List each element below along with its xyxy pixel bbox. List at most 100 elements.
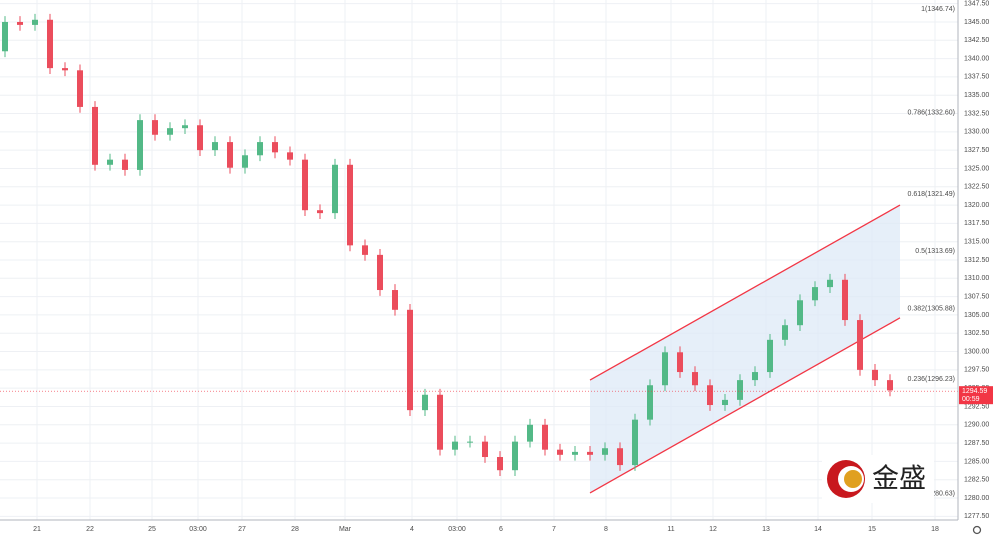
candle-body (572, 451, 578, 455)
candle-body (722, 399, 728, 406)
y-tick-label: 1297.50 (964, 367, 989, 374)
candle-body (647, 385, 653, 420)
candle-body (497, 457, 503, 471)
candle-body (797, 300, 803, 326)
x-tick-label: 27 (238, 526, 246, 533)
candle-body (632, 419, 638, 466)
y-tick-label: 1285.00 (964, 458, 989, 465)
candle-body (662, 352, 668, 386)
y-tick-label: 1325.00 (964, 165, 989, 172)
candle-body (767, 339, 773, 373)
x-tick-label: 11 (667, 526, 674, 533)
x-tick-label: 03:00 (189, 526, 207, 533)
candle-body (257, 142, 263, 156)
candle-body (137, 120, 143, 170)
y-tick-label: 1320.00 (964, 202, 989, 209)
candle-body (872, 369, 878, 381)
candle-body (47, 19, 53, 69)
countdown-label: 00:59 (962, 396, 980, 403)
x-tick-label: 12 (709, 526, 717, 533)
y-tick-label: 1347.50 (964, 1, 989, 8)
y-tick-label: 1305.00 (964, 312, 989, 319)
settings-icon[interactable] (972, 525, 982, 535)
x-tick-label: 13 (762, 526, 770, 533)
candle-body (752, 372, 758, 381)
x-tick-label: 4 (410, 526, 414, 533)
fib-level-label: 0.618(1321.49) (908, 191, 955, 198)
x-tick-label: Mar (339, 526, 352, 533)
candle-body (392, 290, 398, 310)
candle-body (467, 441, 473, 443)
watermark-text: 金盛 (872, 464, 926, 495)
candle-body (377, 254, 383, 291)
y-tick-label: 1342.50 (964, 37, 989, 44)
axes: 1277.50 1280.00 1282.50 1285.00 1287.50 1290.… (33, 1, 993, 533)
candle-body (92, 106, 98, 165)
x-tick-label: 25 (148, 526, 156, 533)
candle-body (437, 394, 443, 450)
y-tick-label: 1327.50 (964, 147, 989, 154)
x-tick-label: 7 (552, 526, 556, 533)
y-tick-label: 1277.50 (964, 513, 989, 520)
candle-body (332, 164, 338, 214)
candle-body (842, 279, 848, 321)
y-tick-label: 1317.50 (964, 220, 989, 227)
x-tick-label: 8 (604, 526, 608, 533)
candle-body (887, 380, 893, 391)
candle-body (77, 70, 83, 107)
y-tick-label: 1292.50 (964, 403, 989, 410)
y-tick-label: 1315.00 (964, 239, 989, 246)
candle-body (827, 279, 833, 288)
candle-body (452, 441, 458, 450)
candle-body (32, 19, 38, 25)
candle-body (542, 424, 548, 450)
candle-body (317, 210, 323, 214)
candle-body (227, 142, 233, 168)
channel-upper (589, 204, 901, 381)
candle-body (602, 448, 608, 455)
y-tick-label: 1307.50 (964, 293, 989, 300)
y-tick-label: 1337.50 (964, 74, 989, 81)
candle-body (407, 309, 413, 411)
candle-body (362, 245, 368, 255)
gear[interactable] (972, 525, 982, 535)
y-tick-label: 1340.00 (964, 55, 989, 62)
candle-body (182, 125, 188, 129)
y-tick-label: 1280.00 (964, 495, 989, 502)
candle-body (287, 152, 293, 160)
candle-body (482, 441, 488, 458)
candle-body (557, 449, 563, 455)
y-tick-label: 1322.50 (964, 184, 989, 191)
y-tick-label: 1330.00 (964, 129, 989, 136)
candle-body (167, 128, 173, 135)
candle-body (152, 120, 158, 135)
candle-body (617, 448, 623, 466)
y-tick-label: 1300.00 (964, 348, 989, 355)
logo-coin (844, 470, 862, 488)
x-tick-label: 14 (814, 526, 822, 533)
y-tick-label: 1335.00 (964, 92, 989, 99)
watermark: 金盛 (822, 455, 934, 503)
candle-body (107, 159, 113, 165)
candle-body (212, 142, 218, 151)
candle-body (782, 325, 788, 340)
candle-body (707, 385, 713, 406)
fib-level-label: 0.786(1332.60) (908, 110, 955, 117)
candle-body (737, 380, 743, 400)
channel-fill (590, 205, 900, 493)
y-tick-label: 1302.50 (964, 330, 989, 337)
channel-lower (589, 317, 901, 494)
candle-body (272, 142, 278, 153)
x-tick-label: 15 (868, 526, 876, 533)
candle-body (242, 155, 248, 168)
x-tick-label: 18 (931, 526, 939, 533)
fib-level-label: 1(1346.74) (921, 6, 955, 13)
candle-body (62, 68, 68, 71)
candle-body (422, 394, 428, 411)
fib-level-label: 0.382(1305.88) (908, 305, 955, 312)
candle-body (2, 21, 8, 52)
candle-body (527, 424, 533, 442)
fib-level-label: 0.236(1296.23) (908, 376, 955, 383)
candle-body (812, 287, 818, 301)
